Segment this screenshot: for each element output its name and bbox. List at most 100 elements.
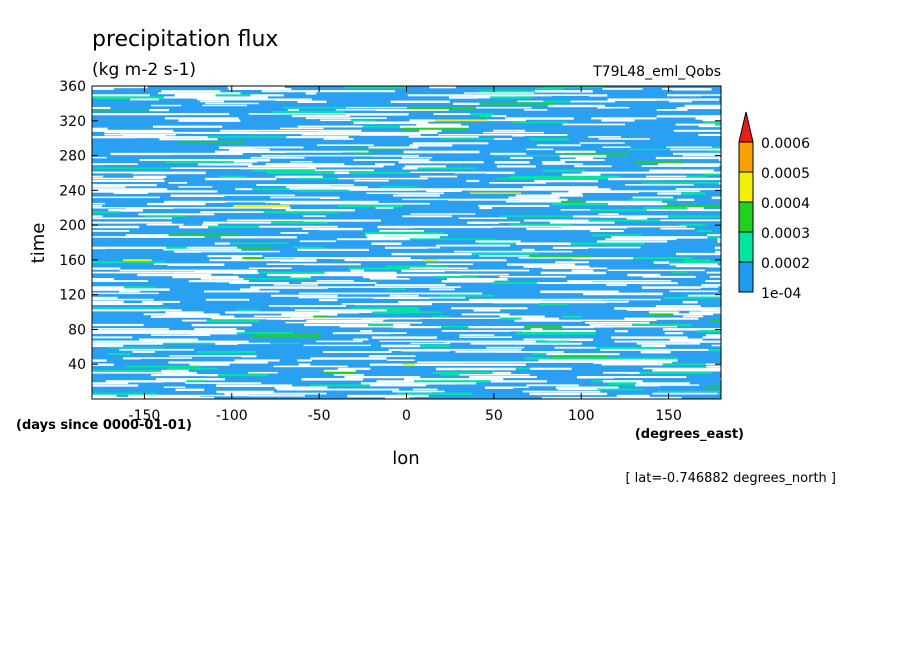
heatmap-cell bbox=[186, 380, 206, 383]
heatmap-cell bbox=[447, 278, 508, 281]
heatmap-cell bbox=[189, 363, 230, 366]
heatmap-cell bbox=[484, 221, 500, 224]
heatmap-cell bbox=[318, 298, 338, 302]
heatmap-cell bbox=[473, 94, 518, 97]
heatmap-cell bbox=[519, 198, 568, 201]
heatmap-cell bbox=[576, 376, 615, 379]
heatmap-cell bbox=[163, 248, 242, 251]
heatmap-cell bbox=[646, 175, 687, 178]
heatmap-cell bbox=[297, 125, 363, 128]
colorbar-segment bbox=[738, 231, 754, 263]
heatmap-cell bbox=[486, 171, 515, 174]
heatmap-cell bbox=[701, 284, 721, 287]
heatmap-cell bbox=[309, 384, 371, 387]
heatmap-cell bbox=[587, 246, 641, 249]
heatmap-cell bbox=[434, 275, 478, 278]
y-tick-label: 160 bbox=[59, 253, 86, 269]
heatmap-cell bbox=[601, 363, 663, 366]
heatmap-cell bbox=[92, 394, 117, 398]
heatmap-cell bbox=[92, 323, 144, 327]
heatmap-cell bbox=[539, 303, 569, 306]
heatmap-cell bbox=[332, 332, 392, 335]
heatmap-cell bbox=[706, 365, 721, 368]
heatmap-cell bbox=[673, 152, 721, 155]
heatmap-cell bbox=[361, 382, 429, 385]
heatmap-cell bbox=[232, 330, 245, 333]
heatmap-cell bbox=[555, 386, 619, 389]
heatmap-cell bbox=[92, 167, 172, 169]
heatmap-cell bbox=[310, 357, 387, 360]
heatmap-cell bbox=[698, 125, 721, 128]
heatmap-cell bbox=[132, 171, 206, 175]
heatmap-cell bbox=[189, 96, 268, 99]
heatmap-cell bbox=[717, 392, 721, 395]
heatmap-cell bbox=[562, 315, 582, 318]
heatmap-cell bbox=[684, 104, 721, 107]
heatmap-cell bbox=[92, 267, 121, 270]
heatmap-cell bbox=[92, 184, 157, 187]
heatmap-cell bbox=[463, 92, 535, 94]
heatmap-cell bbox=[639, 282, 678, 285]
heatmap-cell bbox=[297, 248, 369, 251]
heatmap-cell bbox=[517, 94, 552, 97]
heatmap-cell bbox=[125, 234, 169, 237]
heatmap-cell bbox=[652, 369, 721, 372]
heatmap-cell bbox=[590, 209, 647, 212]
heatmap-cell bbox=[514, 319, 583, 322]
heatmap-cell bbox=[174, 94, 216, 97]
heatmap-cell bbox=[585, 321, 650, 324]
heatmap-cell bbox=[384, 246, 429, 249]
heatmap-cell bbox=[277, 388, 334, 391]
heatmap-cell bbox=[663, 328, 721, 331]
heatmap-cell bbox=[441, 138, 494, 140]
heatmap-cell bbox=[399, 125, 469, 129]
heatmap-cell bbox=[375, 207, 394, 209]
heatmap-cell bbox=[607, 202, 668, 206]
heatmap-cell bbox=[695, 117, 721, 120]
heatmap-cell bbox=[248, 165, 307, 168]
heatmap-cell bbox=[211, 317, 267, 320]
heatmap-cell bbox=[542, 169, 585, 172]
heatmap-cell bbox=[201, 250, 280, 253]
heatmap-cell bbox=[708, 150, 721, 153]
heatmap-cell bbox=[457, 269, 530, 272]
heatmap-cell bbox=[279, 259, 317, 262]
heatmap-cell bbox=[562, 123, 625, 126]
heatmap-cell bbox=[687, 207, 704, 210]
heatmap-cell bbox=[515, 332, 596, 335]
heatmap-cell bbox=[92, 211, 121, 214]
heatmap-cell bbox=[323, 369, 356, 372]
heatmap-cell bbox=[709, 275, 721, 278]
heatmap-cell bbox=[711, 196, 721, 200]
heatmap-cell bbox=[522, 361, 594, 363]
heatmap-cell bbox=[247, 392, 327, 395]
heatmap-cell bbox=[542, 163, 583, 165]
heatmap-cell bbox=[140, 357, 192, 359]
heatmap-cell bbox=[175, 388, 205, 391]
heatmap-cell bbox=[488, 363, 526, 366]
heatmap-cell bbox=[494, 161, 530, 164]
heatmap-cell bbox=[653, 367, 721, 370]
heatmap-cell bbox=[413, 388, 438, 391]
colorbar-label: 1e-04 bbox=[761, 286, 801, 302]
heatmap-cell bbox=[317, 117, 387, 119]
heatmap-cell bbox=[469, 376, 537, 379]
heatmap-cell bbox=[252, 188, 290, 191]
heatmap-cell bbox=[606, 282, 640, 284]
heatmap-cell bbox=[249, 394, 305, 397]
heatmap-cell bbox=[526, 227, 600, 231]
heatmap-cell bbox=[303, 344, 371, 347]
heatmap-cell bbox=[494, 138, 512, 140]
heatmap-cell bbox=[361, 317, 389, 320]
heatmap-cell bbox=[92, 336, 133, 339]
heatmap-cell bbox=[116, 303, 163, 305]
heatmap-cell bbox=[360, 330, 373, 332]
heatmap-cell bbox=[220, 236, 297, 239]
heatmap-cell bbox=[256, 184, 301, 186]
heatmap-cell bbox=[444, 269, 458, 272]
heatmap-cell bbox=[253, 315, 291, 317]
heatmap-cell bbox=[158, 92, 175, 95]
heatmap-cell bbox=[613, 326, 678, 328]
heatmap-cell bbox=[128, 394, 201, 398]
heatmap-cell bbox=[552, 246, 588, 249]
